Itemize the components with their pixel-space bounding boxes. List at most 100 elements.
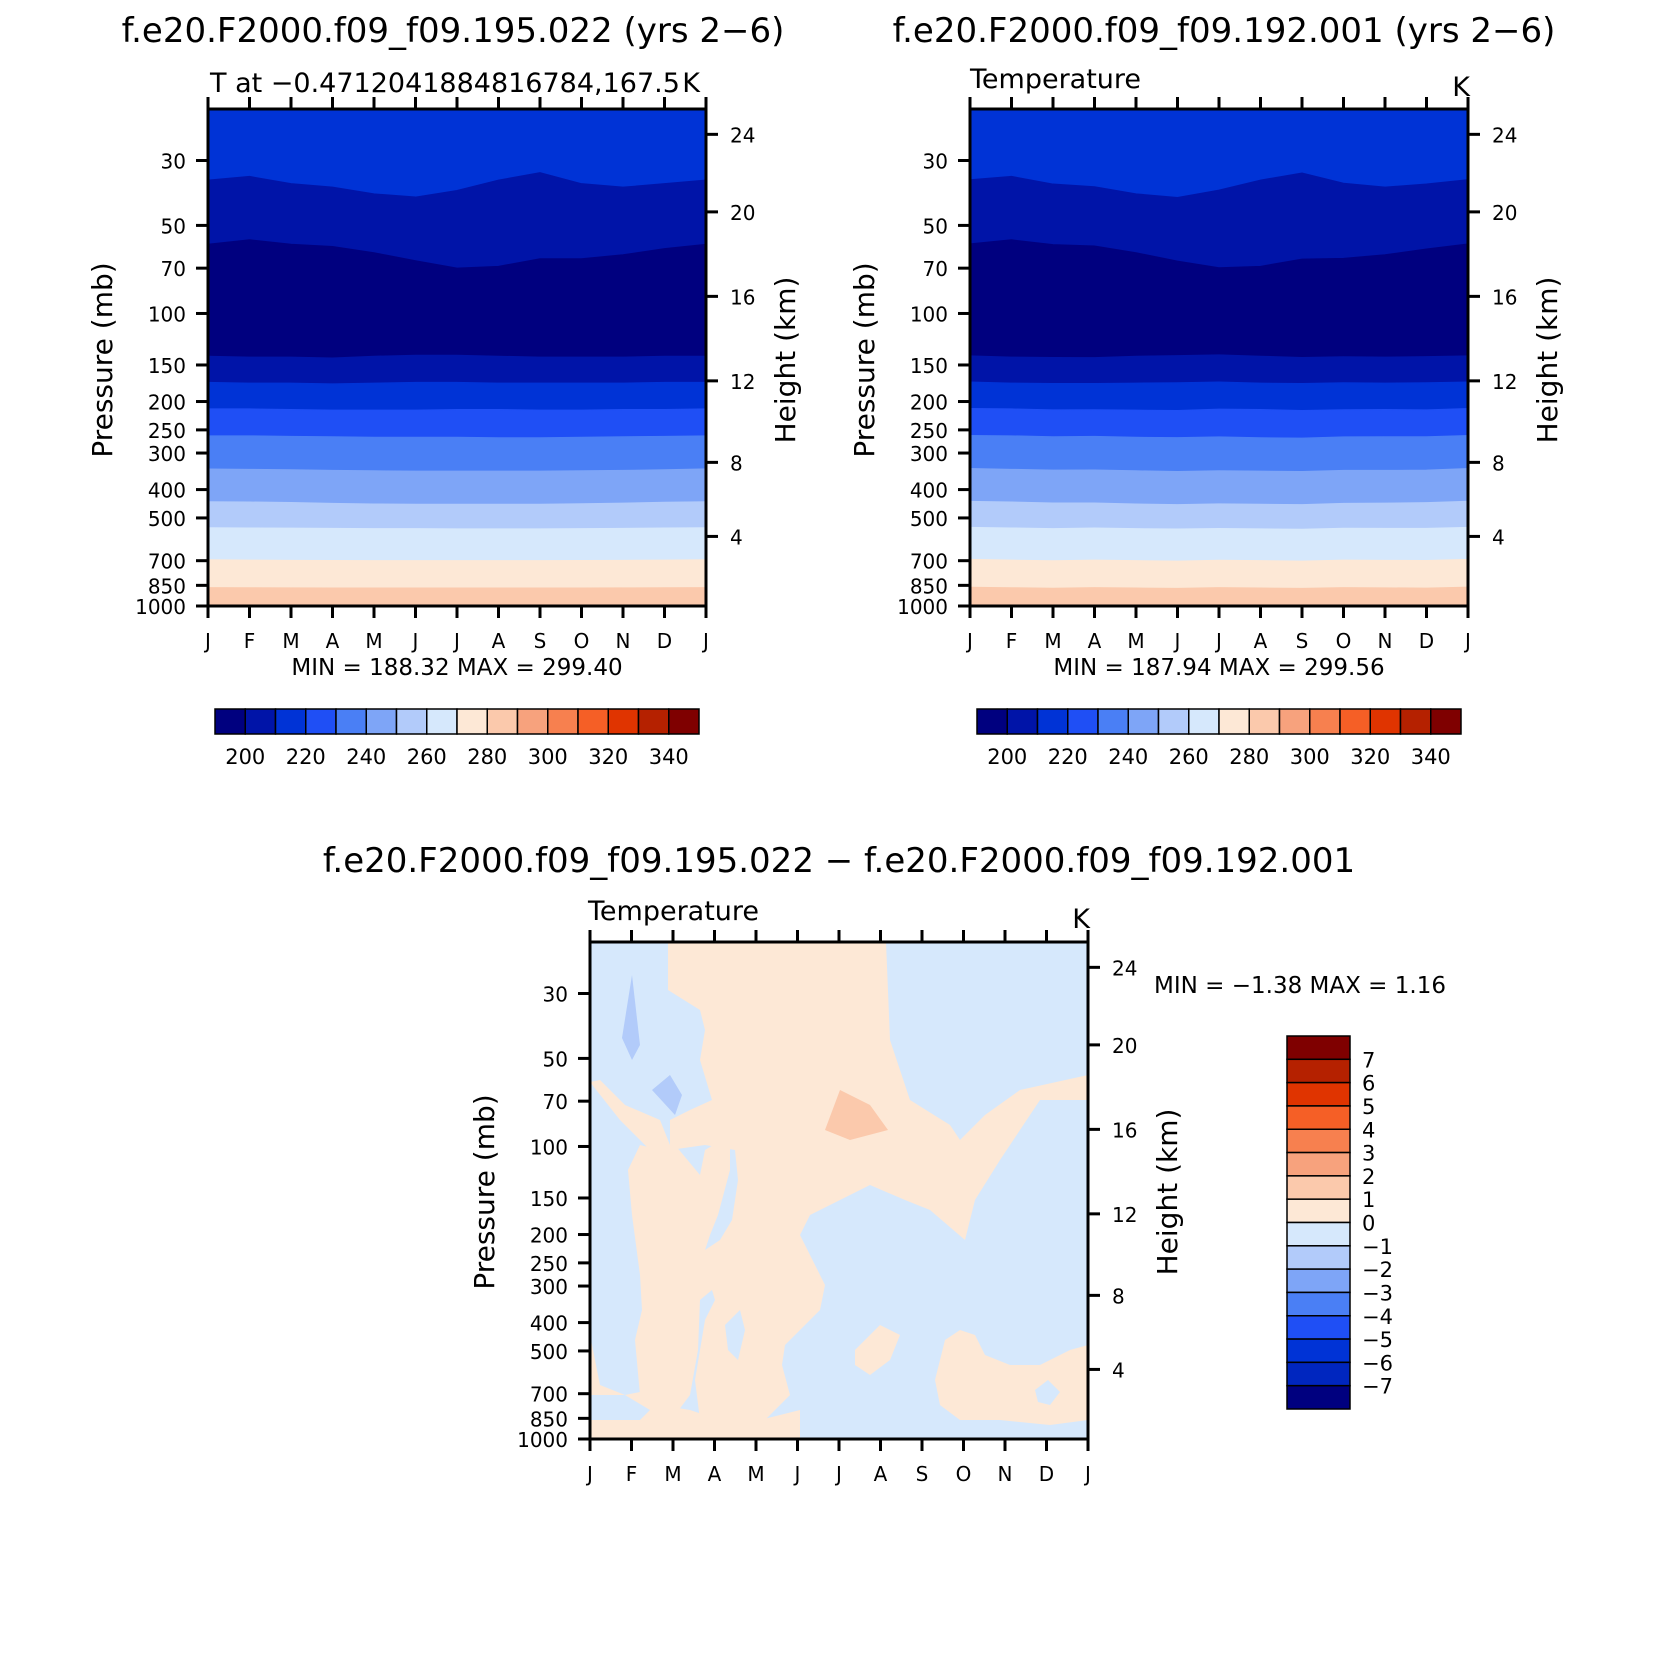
contour-band [969,354,1469,384]
y-tick-right-label: 8 [1492,451,1505,475]
y-tick-label: 70 [543,1090,568,1114]
x-tick-label: O [574,629,590,653]
colorbar-swatch [516,708,549,735]
x-tick-label: J [834,1462,842,1486]
x-tick-label: J [1214,629,1222,653]
colorbar-label: −1 [1362,1235,1393,1259]
x-tick-label: J [585,1462,593,1486]
colorbar-swatch [1286,1175,1351,1200]
y-tick-right-label: 16 [730,285,755,309]
y-tick-right-label: 24 [730,123,755,147]
colorbar-label: 220 [1048,745,1088,769]
colorbar-swatch [547,708,579,735]
colorbar-swatch [1278,708,1311,735]
x-tick-label: A [708,1462,722,1486]
y-tick-label: 400 [910,479,948,503]
y-tick-label: 700 [530,1383,568,1407]
colorbar-label: 240 [1108,745,1148,769]
colorbar-swatch [244,708,277,735]
colorbar-label: 280 [467,745,507,769]
y-tick-label: 200 [530,1224,568,1248]
colorbar-swatch [1309,708,1341,735]
colorbar-swatch [1127,708,1160,735]
panel-2-units: K [1452,72,1471,103]
colorbar-swatch [1067,708,1099,735]
y-tick-right-label: 4 [1492,525,1505,549]
x-tick-label: A [1254,629,1268,653]
colorbar-swatch [1286,1035,1351,1061]
y-tick-right-label: 20 [1492,201,1517,225]
colorbar-swatch [976,708,1008,735]
colorbar-label: 320 [1350,745,1390,769]
colorbar-swatch [1339,708,1371,735]
panel-3-negative-region [590,1395,650,1420]
panel-3-subtitle: Temperature [587,896,759,927]
colorbar-label: 7 [1362,1048,1375,1072]
colorbar-swatch [668,708,700,735]
colorbar-swatch [1286,1105,1351,1130]
colorbar-swatch [1286,1198,1351,1224]
contour-band [207,435,707,472]
colorbar-label: −7 [1362,1375,1393,1399]
panel-2-contour-bands [969,108,1469,607]
y-tick-label: 30 [543,983,568,1007]
panel-3-negative-region [1040,1200,1050,1230]
panel-2-ylabel-right: Height (km) [1531,277,1564,444]
colorbar-label: 240 [346,745,386,769]
colorbar-label: 6 [1362,1072,1375,1096]
colorbar-label: 3 [1362,1142,1375,1166]
y-tick-right-label: 24 [1112,956,1137,980]
colorbar-label: 260 [407,745,447,769]
colorbar-swatch [486,708,519,735]
contour-band [207,354,707,385]
panel-1-subtitle: T at −0.4712041884816784,167.5 [209,68,680,99]
y-tick-right-label: 20 [1112,1034,1137,1058]
colorbar-swatch [395,708,428,735]
x-tick-label: N [1378,629,1393,653]
colorbar-swatch [1430,708,1462,735]
y-tick-label: 250 [148,419,186,443]
colorbar-label: 2 [1362,1165,1375,1189]
colorbar-swatch [1399,708,1432,735]
colorbar-label: 0 [1362,1212,1375,1236]
x-tick-label: F [626,1462,638,1486]
y-tick-label: 100 [910,302,948,326]
y-tick-label: 850 [148,574,186,598]
x-tick-label: M [664,1462,681,1486]
x-tick-label: J [1463,629,1471,653]
y-tick-label: 50 [161,214,186,238]
x-tick-label: D [1419,629,1434,653]
y-tick-label: 300 [530,1275,568,1299]
colorbar-swatch [1286,1151,1351,1177]
contour-band [207,587,707,606]
colorbar-label: 220 [286,745,326,769]
x-tick-label: D [1039,1462,1054,1486]
colorbar-swatch [1286,1058,1351,1084]
y-tick-right-label: 12 [1112,1203,1137,1227]
colorbar-swatch [1097,708,1129,735]
panel-3-ylabel: Pressure (mb) [468,1094,501,1289]
colorbar-label: 200 [225,745,265,769]
y-tick-label: 700 [148,550,186,574]
panel-1-contour-bands [207,108,707,607]
y-tick-label: 500 [148,507,186,531]
panel-1-minmax: MIN = 188.32 MAX = 299.40 [291,655,622,681]
contour-band [969,500,1469,530]
colorbar-swatch [1248,708,1281,735]
contour-band [207,527,707,562]
panel-3-ylabel-right: Height (km) [1151,1109,1184,1276]
y-tick-label: 250 [530,1252,568,1276]
colorbar-label: 280 [1229,745,1269,769]
x-tick-label: J [1173,629,1181,653]
colorbar-swatch [1286,1315,1351,1340]
colorbar-swatch [365,708,398,735]
x-tick-label: A [874,1462,888,1486]
contour-band [969,586,1469,607]
y-tick-right-label: 24 [1492,123,1517,147]
colorbar-label: 340 [649,745,689,769]
x-tick-label: D [657,629,672,653]
x-tick-label: M [1044,629,1061,653]
